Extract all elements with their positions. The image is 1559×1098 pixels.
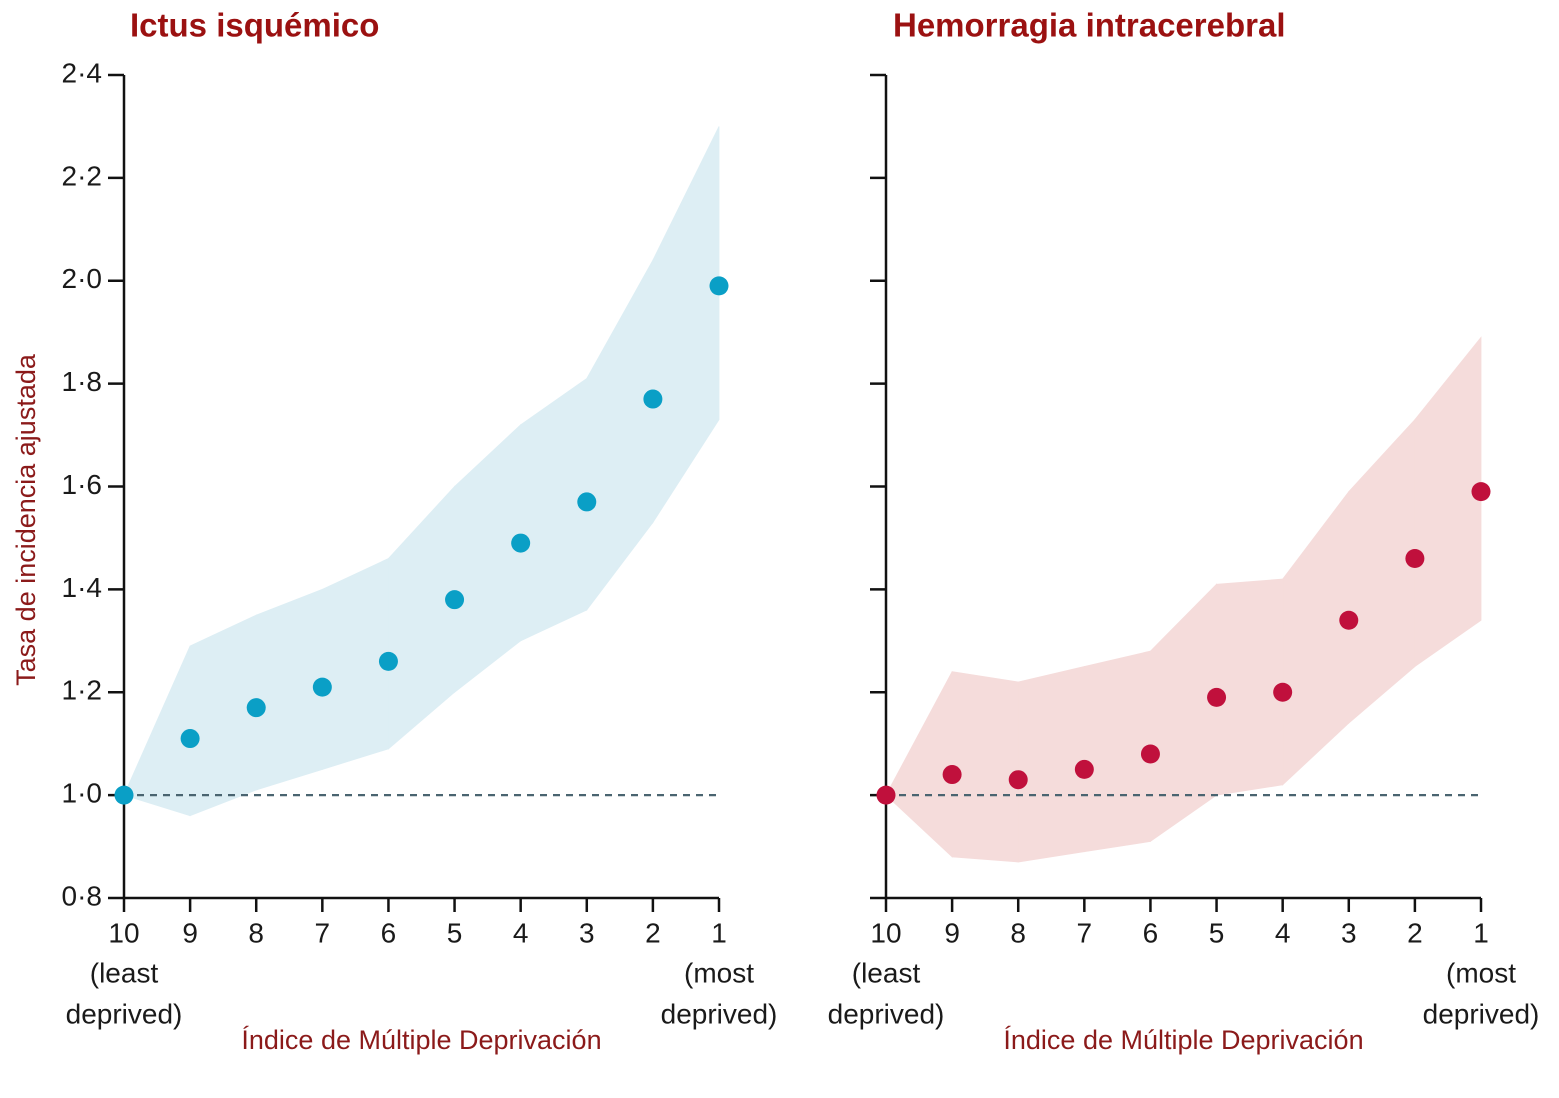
x-axis-label: Índice de Múltiple Deprivación xyxy=(241,1025,601,1055)
x-tick-label: 4 xyxy=(513,917,529,948)
y-tick-label: 1·0 xyxy=(62,778,102,809)
confidence-band xyxy=(454,423,522,694)
x-end-label: (least xyxy=(90,957,159,988)
y-tick-label: 0·8 xyxy=(62,880,102,911)
x-tick-label: 9 xyxy=(182,917,198,948)
x-tick-label: 8 xyxy=(1010,917,1026,948)
point xyxy=(577,492,597,512)
y-tick-label: 1·8 xyxy=(62,366,102,397)
x-tick-label: 6 xyxy=(381,917,397,948)
confidence-band xyxy=(1150,583,1217,843)
x-end-label: (most xyxy=(1446,957,1516,988)
chart-title: Hemorragia intracerebral xyxy=(893,7,1286,44)
y-axis-label: Tasa de incidencia ajustada xyxy=(11,353,41,686)
x-tick-label: 7 xyxy=(1077,917,1093,948)
confidence-band xyxy=(1017,666,1085,863)
x-tick-label: 2 xyxy=(645,917,661,948)
point xyxy=(312,677,332,697)
point xyxy=(1273,682,1293,702)
point xyxy=(876,785,896,805)
y-tick-label: 2·2 xyxy=(62,160,102,191)
point xyxy=(709,276,729,296)
x-tick-label: 9 xyxy=(944,917,960,948)
point xyxy=(114,785,134,805)
x-tick-label: 1 xyxy=(711,917,727,948)
point xyxy=(246,698,266,718)
x-tick-label: 5 xyxy=(447,917,463,948)
x-tick-label: 8 xyxy=(248,917,264,948)
point xyxy=(1074,759,1094,779)
confidence-band xyxy=(123,645,191,817)
x-tick-label: 1 xyxy=(1473,917,1489,948)
point xyxy=(1339,610,1359,630)
y-tick-label: 2·0 xyxy=(62,263,102,294)
x-axis-label: Índice de Múltiple Deprivación xyxy=(1003,1025,1363,1055)
x-tick-label: 7 xyxy=(315,917,331,948)
x-tick-label: 2 xyxy=(1407,917,1423,948)
confidence-band xyxy=(1414,336,1482,668)
confidence-band xyxy=(951,671,1019,863)
confidence-band xyxy=(885,671,953,858)
confidence-band xyxy=(1282,490,1350,786)
point xyxy=(1140,744,1160,764)
confidence-band xyxy=(321,557,389,770)
point xyxy=(445,590,465,610)
x-tick-label: 10 xyxy=(108,917,139,948)
x-end-label: (least xyxy=(852,957,921,988)
point xyxy=(643,389,663,409)
point xyxy=(1405,549,1425,569)
y-tick-label: 1·6 xyxy=(62,469,102,500)
confidence-band xyxy=(255,588,323,791)
confidence-band xyxy=(388,485,455,750)
point xyxy=(1471,482,1491,502)
y-tick-label: 2·4 xyxy=(62,57,102,88)
x-tick-label: 6 xyxy=(1143,917,1159,948)
point xyxy=(378,651,398,671)
point xyxy=(1207,687,1227,707)
x-end-label: deprived) xyxy=(828,998,945,1029)
chart-title: Ictus isquémico xyxy=(130,7,379,44)
y-tick-label: 1·4 xyxy=(62,572,102,603)
confidence-band xyxy=(189,614,257,817)
y-tick-label: 1·2 xyxy=(62,675,102,706)
confidence-band xyxy=(1083,650,1151,853)
x-tick-label: 10 xyxy=(870,917,901,948)
x-tick-label: 3 xyxy=(579,917,595,948)
x-end-label: deprived) xyxy=(661,998,778,1029)
x-tick-label: 4 xyxy=(1275,917,1291,948)
point xyxy=(1008,770,1028,790)
x-tick-label: 5 xyxy=(1209,917,1225,948)
confidence-band xyxy=(520,377,588,642)
x-end-label: (most xyxy=(684,957,754,988)
confidence-band xyxy=(1348,418,1416,724)
x-tick-label: 3 xyxy=(1341,917,1357,948)
x-end-label: deprived) xyxy=(1423,998,1540,1029)
confidence-band xyxy=(652,126,720,524)
point xyxy=(180,729,200,749)
point xyxy=(942,765,962,785)
x-end-label: deprived) xyxy=(66,998,183,1029)
confidence-band xyxy=(1216,578,1284,796)
confidence-band xyxy=(586,258,654,612)
point xyxy=(511,533,531,553)
